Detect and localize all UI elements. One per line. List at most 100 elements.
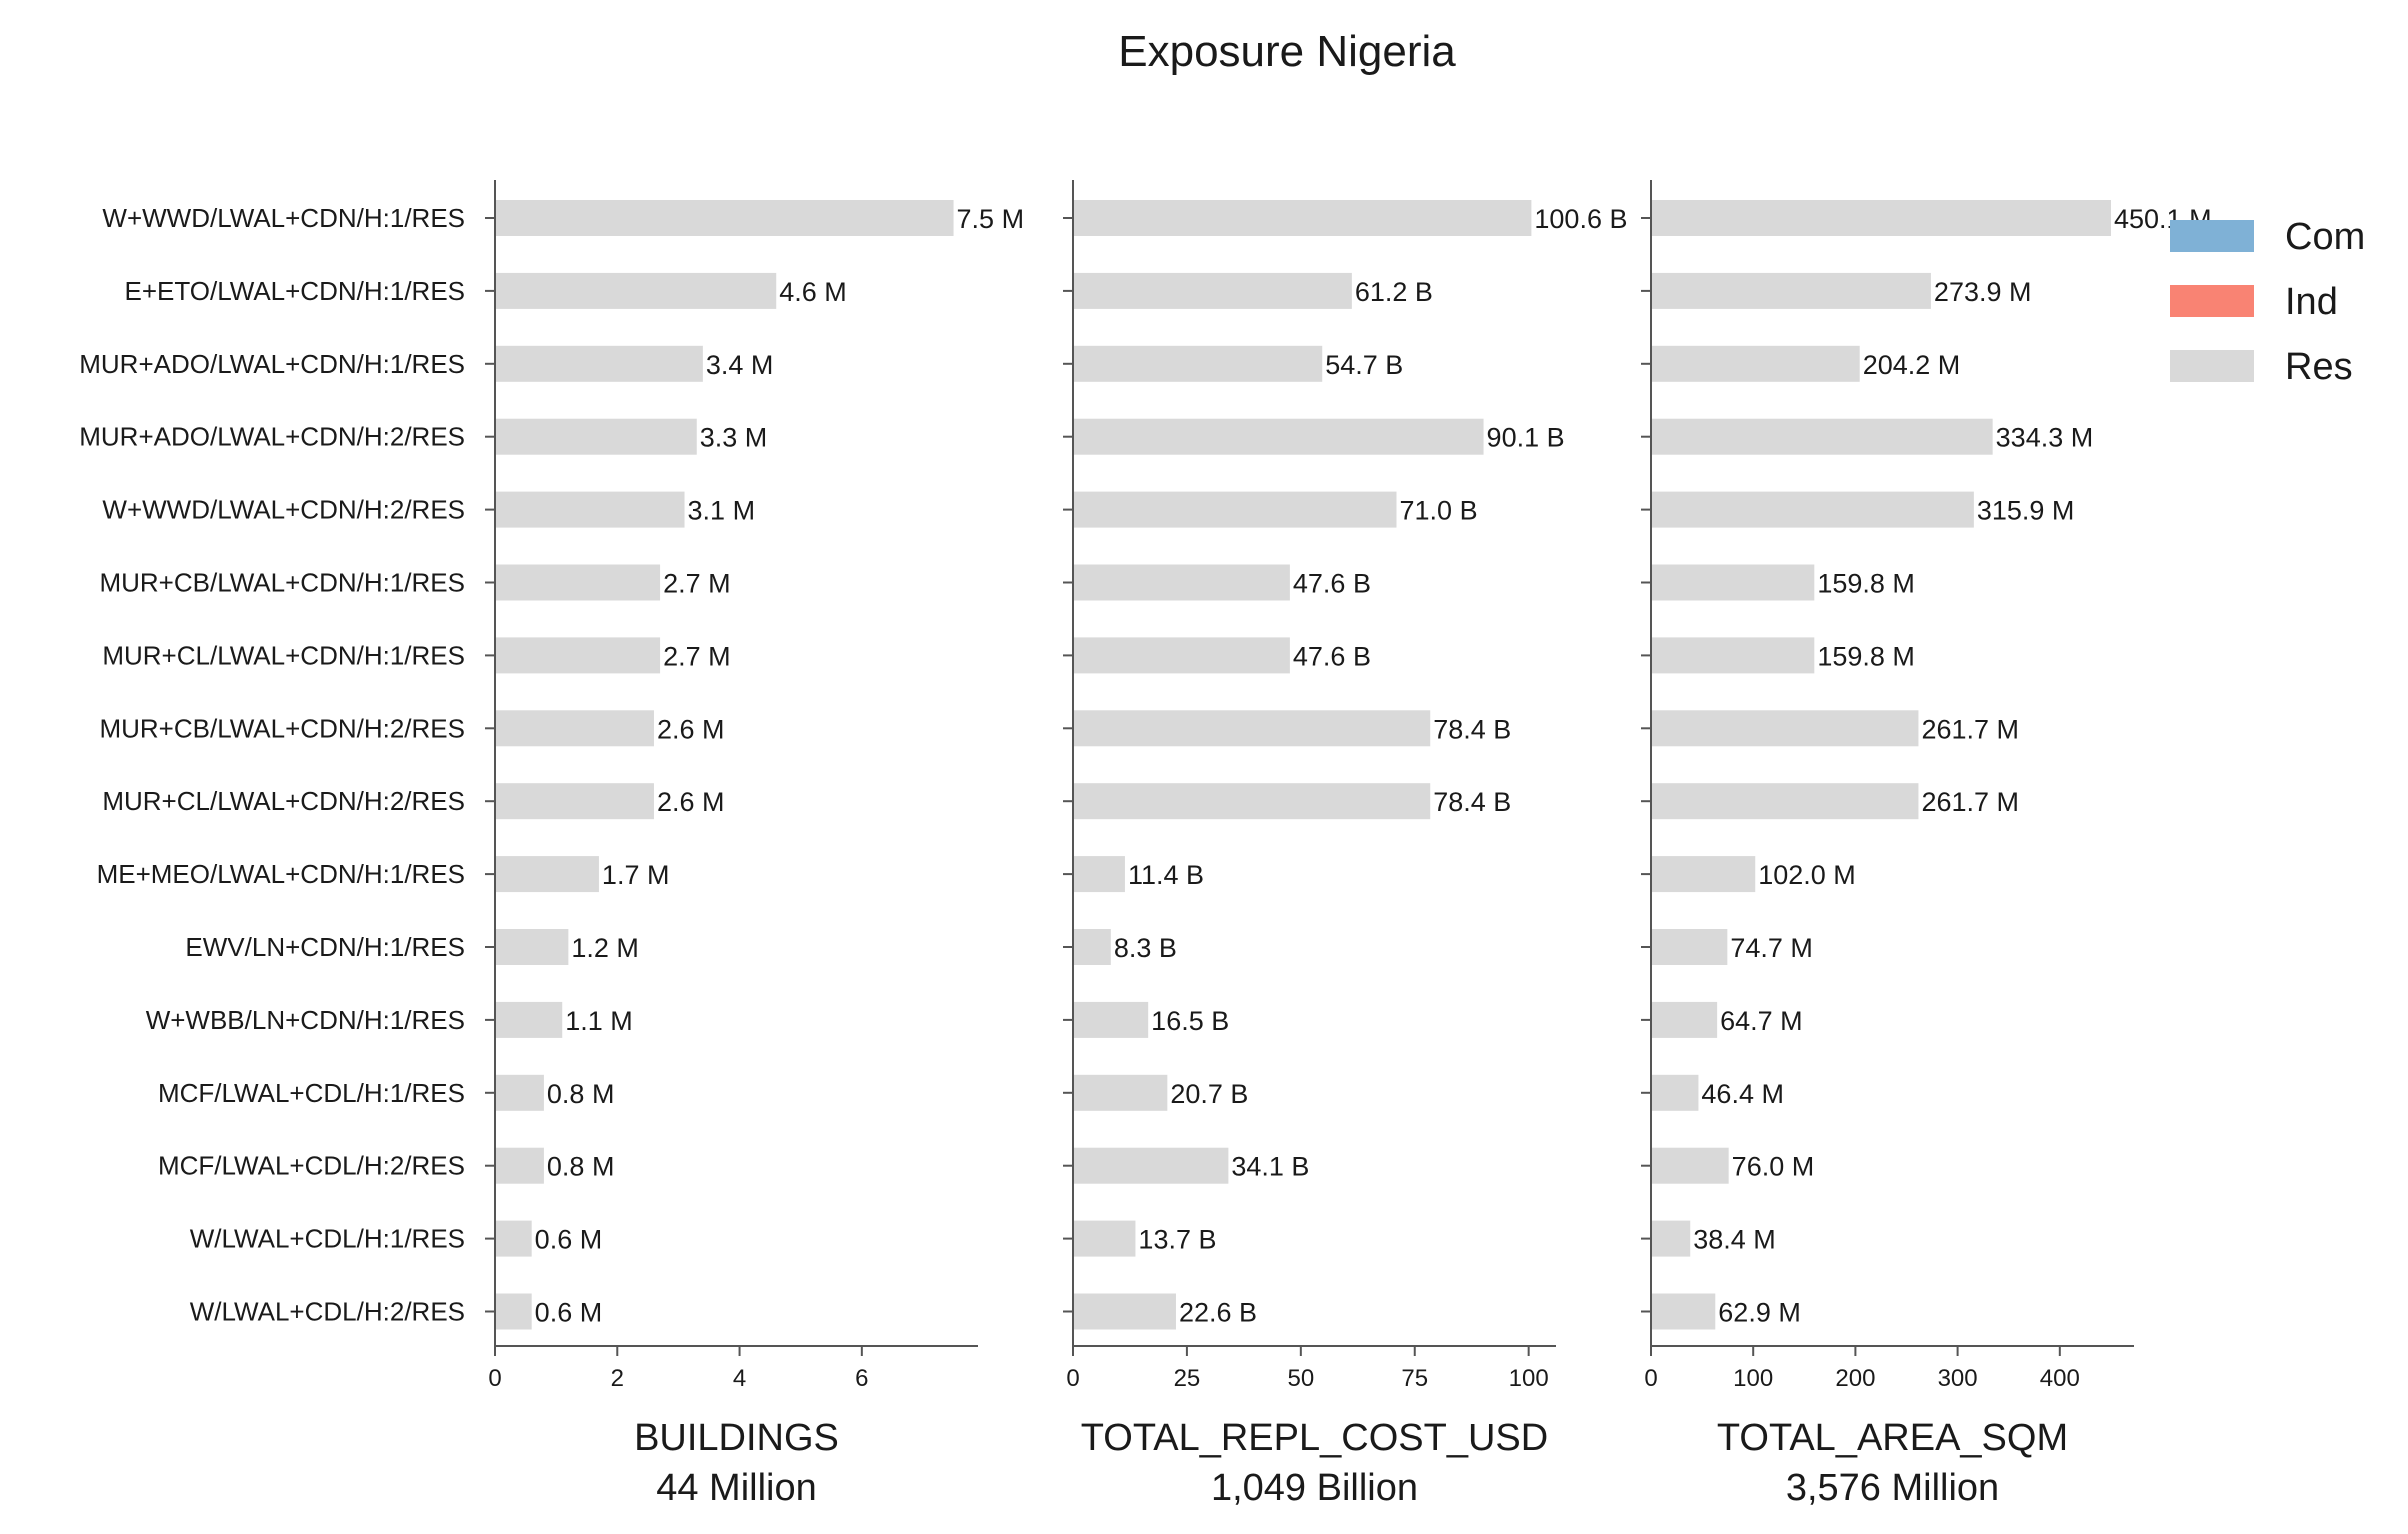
legend-item-res: Res xyxy=(2170,346,2353,388)
bar-value-label: 16.5 B xyxy=(1151,1006,1229,1036)
bar-value-label: 64.7 M xyxy=(1720,1006,1803,1036)
legend-label: Com xyxy=(2285,216,2365,258)
bar-res xyxy=(496,200,954,236)
bar-res xyxy=(1652,418,1993,455)
bar-res xyxy=(1074,1220,1136,1257)
bar-res xyxy=(496,564,661,601)
bar-value-label: 204.2 M xyxy=(1863,350,1961,380)
bar-value-label: 47.6 B xyxy=(1293,569,1371,599)
bar-value-label: 3.3 M xyxy=(700,423,768,453)
bar-res xyxy=(496,1147,544,1184)
bar-res xyxy=(1074,1001,1149,1038)
bar-value-label: 2.7 M xyxy=(663,641,731,671)
bar-res xyxy=(496,418,697,455)
bar-value-label: 7.5 M xyxy=(957,204,1025,234)
x-axis-total: 1,049 Billion xyxy=(1211,1467,1418,1509)
bar-value-label: 0.6 M xyxy=(535,1298,603,1328)
bar-value-label: 2.6 M xyxy=(657,787,725,817)
bar-value-label: 334.3 M xyxy=(1996,423,2094,453)
bar-value-label: 0.8 M xyxy=(547,1079,615,1109)
x-tick-label: 400 xyxy=(2040,1365,2080,1392)
x-tick-label: 100 xyxy=(1733,1365,1773,1392)
legend-item-com: Com xyxy=(2170,216,2365,258)
bar-res xyxy=(1074,637,1290,674)
category-label: MUR+CB/LWAL+CDN/H:1/RES xyxy=(99,568,465,598)
bar-res xyxy=(496,783,654,820)
category-label: MUR+CL/LWAL+CDN/H:1/RES xyxy=(102,640,465,670)
bar-value-label: 4.6 M xyxy=(779,277,847,307)
x-tick-label: 50 xyxy=(1287,1365,1314,1392)
category-label: MCF/LWAL+CDL/H:2/RES xyxy=(158,1151,465,1181)
bar-value-label: 34.1 B xyxy=(1231,1152,1309,1182)
bar-res xyxy=(1652,1074,1699,1111)
bar-res xyxy=(1652,1220,1691,1257)
x-tick-label: 300 xyxy=(1938,1365,1978,1392)
bar-value-label: 261.7 M xyxy=(1921,787,2019,817)
x-tick-label: 4 xyxy=(733,1365,746,1392)
x-tick-label: 25 xyxy=(1174,1365,1201,1392)
bar-res xyxy=(496,1074,544,1111)
bar-res xyxy=(1652,1001,1718,1038)
category-label: EWV/LN+CDN/H:1/RES xyxy=(185,932,465,962)
category-label: E+ETO/LWAL+CDN/H:1/RES xyxy=(124,276,465,306)
bar-value-label: 2.7 M xyxy=(663,569,731,599)
bar-value-label: 0.8 M xyxy=(547,1152,615,1182)
bar-value-label: 1.2 M xyxy=(571,933,639,963)
x-axis-title: BUILDINGS xyxy=(634,1417,839,1459)
bar-res xyxy=(496,491,685,528)
category-label: W/LWAL+CDL/H:2/RES xyxy=(190,1297,465,1327)
bar-res xyxy=(496,710,654,747)
bar-value-label: 47.6 B xyxy=(1293,641,1371,671)
bar-res xyxy=(1074,1147,1229,1184)
bar-res xyxy=(1074,1293,1176,1330)
bar-res xyxy=(496,856,599,893)
legend-swatch xyxy=(2170,220,2254,252)
category-label: MCF/LWAL+CDL/H:1/RES xyxy=(158,1078,465,1108)
bar-res xyxy=(1074,1074,1168,1111)
bar-res xyxy=(1652,783,1919,820)
category-label: W+WBB/LN+CDN/H:1/RES xyxy=(146,1005,465,1035)
bar-res xyxy=(1652,272,1931,309)
x-tick-label: 200 xyxy=(1835,1365,1875,1392)
legend-label: Ind xyxy=(2285,281,2338,323)
category-label: ME+MEO/LWAL+CDN/H:1/RES xyxy=(97,859,465,889)
category-label: W/LWAL+CDL/H:1/RES xyxy=(190,1224,465,1254)
bar-value-label: 315.9 M xyxy=(1977,496,2075,526)
bar-res xyxy=(1652,345,1860,382)
legend-label: Res xyxy=(2285,346,2353,388)
legend-swatch xyxy=(2170,285,2254,317)
bar-res xyxy=(1652,1293,1716,1330)
bar-value-label: 11.4 B xyxy=(1128,860,1204,890)
bar-value-label: 261.7 M xyxy=(1921,714,2019,744)
bar-value-label: 1.7 M xyxy=(602,860,670,890)
category-label: W+WWD/LWAL+CDN/H:1/RES xyxy=(102,203,465,233)
bar-res xyxy=(1074,200,1532,236)
bar-res xyxy=(1074,783,1431,820)
bar-res xyxy=(1652,1147,1729,1184)
x-tick-label: 6 xyxy=(855,1365,868,1392)
bar-res xyxy=(1074,491,1397,528)
category-label: MUR+CB/LWAL+CDN/H:2/RES xyxy=(99,713,465,743)
bar-value-label: 159.8 M xyxy=(1817,641,1915,671)
bar-res xyxy=(1652,637,1815,674)
bar-res xyxy=(1652,710,1919,747)
x-tick-label: 100 xyxy=(1509,1365,1549,1392)
bar-value-label: 62.9 M xyxy=(1718,1298,1801,1328)
bar-value-label: 61.2 B xyxy=(1355,277,1433,307)
legend-item-ind: Ind xyxy=(2170,281,2338,323)
legend-swatch xyxy=(2170,350,2254,382)
x-axis-title: TOTAL_AREA_SQM xyxy=(1717,1417,2068,1459)
bar-value-label: 13.7 B xyxy=(1138,1225,1216,1255)
bar-res xyxy=(1652,564,1815,601)
bar-res xyxy=(1652,856,1756,893)
chart-panels: W+WWD/LWAL+CDN/H:1/RES 7.5 M E+ETO/LWAL+CD… xyxy=(79,180,2212,1509)
x-tick-label: 2 xyxy=(611,1365,624,1392)
x-tick-label: 0 xyxy=(488,1365,501,1392)
bar-value-label: 76.0 M xyxy=(1732,1152,1815,1182)
bar-res xyxy=(1074,272,1352,309)
bar-value-label: 90.1 B xyxy=(1487,423,1565,453)
bar-res xyxy=(1074,929,1111,965)
legend: Com Ind Res xyxy=(2170,216,2365,388)
